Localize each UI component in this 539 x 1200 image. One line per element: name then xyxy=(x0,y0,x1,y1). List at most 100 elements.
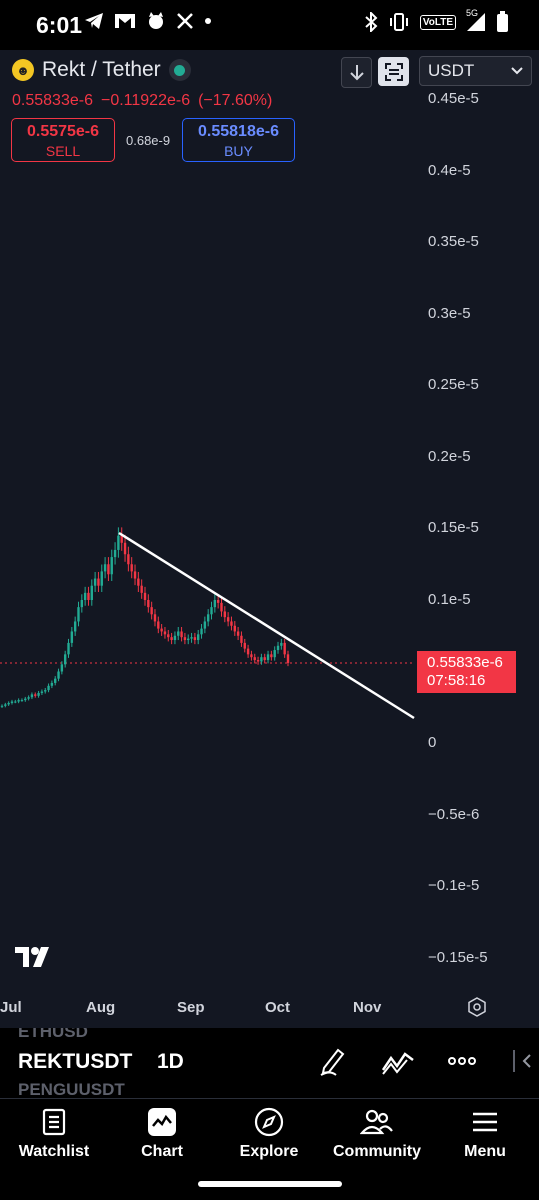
candle-body xyxy=(283,642,286,655)
settings-icon xyxy=(468,997,486,1017)
sell-label: SELL xyxy=(45,143,81,159)
candle-body xyxy=(113,549,117,558)
chevron-down-icon xyxy=(511,67,523,75)
candle-body xyxy=(10,701,14,703)
current-symbol[interactable]: REKTUSDT xyxy=(18,1050,133,1073)
candle-body xyxy=(34,694,37,696)
candle-body xyxy=(216,600,220,603)
candle-body xyxy=(40,691,44,693)
sell-price: 0.5575e-6 xyxy=(26,123,100,140)
chart-area[interactable] xyxy=(0,50,539,1028)
market-status-icon[interactable] xyxy=(168,59,191,81)
candle-body xyxy=(187,638,190,641)
candle-body xyxy=(90,585,93,600)
candle-body xyxy=(60,664,64,672)
buy-price: 0.55818e-6 xyxy=(198,123,279,140)
candle-body xyxy=(270,654,273,658)
chart-settings-button[interactable] xyxy=(466,996,488,1018)
currency-value: USDT xyxy=(428,61,475,80)
candle-body xyxy=(256,660,260,662)
system-nav-area xyxy=(0,1178,539,1200)
candle-body xyxy=(250,654,253,658)
interval-button[interactable]: 1D xyxy=(157,1050,184,1073)
candle-body xyxy=(93,578,97,586)
candle-body xyxy=(173,635,177,641)
prev-symbol[interactable]: ETHUSD xyxy=(18,1028,88,1041)
candle-body xyxy=(127,554,130,565)
candle-body xyxy=(183,637,187,641)
candle-body xyxy=(110,557,113,575)
candle-body xyxy=(77,607,80,622)
symbol-bar[interactable]: ETHUSD REKTUSDT 1D PENGUUSDT xyxy=(0,1028,539,1098)
volte-icon: VoLTE xyxy=(419,14,456,30)
candle-body xyxy=(54,678,57,683)
pet-icon xyxy=(146,11,166,31)
download-button[interactable] xyxy=(341,57,372,88)
draw-icon[interactable] xyxy=(318,1046,350,1078)
x-tick: Sep xyxy=(177,999,205,1016)
candle-body xyxy=(177,631,180,636)
candle-body xyxy=(130,564,133,572)
download-icon xyxy=(349,64,364,80)
candle-body xyxy=(246,648,250,655)
candle-body xyxy=(160,628,163,632)
price-line: 0.55833e-6 −0.11922e-6 (−17.60%) xyxy=(12,92,280,110)
buy-button[interactable]: 0.55818e-6 BUY xyxy=(182,118,295,162)
candle-body xyxy=(27,697,30,699)
more-icon[interactable] xyxy=(447,1046,479,1078)
nav-menu[interactable]: Menu xyxy=(440,1099,530,1179)
candle-body xyxy=(263,657,266,661)
candle-body xyxy=(206,614,210,622)
candle-body xyxy=(0,705,4,707)
price-chart[interactable] xyxy=(0,0,539,1028)
home-indicator[interactable] xyxy=(198,1181,342,1187)
candle-body xyxy=(47,685,50,691)
candle-body xyxy=(276,645,280,651)
nav-label: Explore xyxy=(239,1143,299,1160)
candle-body xyxy=(133,571,137,579)
nav-community[interactable]: Community xyxy=(326,1099,428,1179)
sell-button[interactable]: 0.5575e-6 SELL xyxy=(11,118,115,162)
nav-label: Watchlist xyxy=(18,1143,90,1160)
candle-body xyxy=(266,654,270,661)
signal-5g-icon: 5G xyxy=(466,8,486,32)
bottom-nav: Watchlist Chart Explore Community Menu xyxy=(0,1098,539,1179)
y-tick: 0.2e-5 xyxy=(428,448,471,465)
indicators-icon[interactable] xyxy=(381,1046,414,1078)
nav-chart[interactable]: Chart xyxy=(116,1099,208,1179)
tradingview-logo xyxy=(15,945,57,976)
candle-body xyxy=(226,617,230,622)
symbol-title[interactable]: Rekt / Tether xyxy=(42,58,161,81)
y-tick: −0.15e-5 xyxy=(428,949,488,966)
x-icon xyxy=(176,12,194,30)
next-symbol[interactable]: PENGUUSDT xyxy=(18,1080,125,1098)
candle-body xyxy=(240,635,243,643)
price-change-pct: (−17.60%) xyxy=(198,92,273,109)
candle-body xyxy=(50,682,54,686)
candle-body xyxy=(73,621,77,632)
notification-icons xyxy=(84,11,212,31)
trendline xyxy=(118,531,415,720)
candle-body xyxy=(20,700,24,702)
nav-explore[interactable]: Explore xyxy=(223,1099,315,1179)
rekt-coin-icon: ☻ xyxy=(12,59,34,81)
system-icons: VoLTE 5G xyxy=(364,8,509,33)
y-tick: 0.4e-5 xyxy=(428,162,471,179)
fullscreen-button[interactable] xyxy=(378,57,409,86)
nav-watchlist[interactable]: Watchlist xyxy=(8,1099,100,1179)
candle-body xyxy=(4,704,7,706)
candle-body xyxy=(44,690,47,692)
currency-select[interactable]: USDT xyxy=(419,56,532,86)
x-tick: Nov xyxy=(353,999,382,1016)
bluetooth-icon xyxy=(364,12,378,32)
y-tick: 0.15e-5 xyxy=(428,519,479,536)
y-tick: 0 xyxy=(428,734,437,751)
price-tag-value: 0.55833e-6 xyxy=(427,654,503,671)
candle-body xyxy=(37,692,40,696)
candle-body xyxy=(233,625,236,632)
scroll-divider xyxy=(510,1046,539,1078)
candle-body xyxy=(7,702,10,705)
symbol-header[interactable]: ☻ Rekt / Tether xyxy=(12,58,191,82)
last-price: 0.55833e-6 xyxy=(12,92,93,109)
status-time: 6:01 xyxy=(36,12,83,38)
